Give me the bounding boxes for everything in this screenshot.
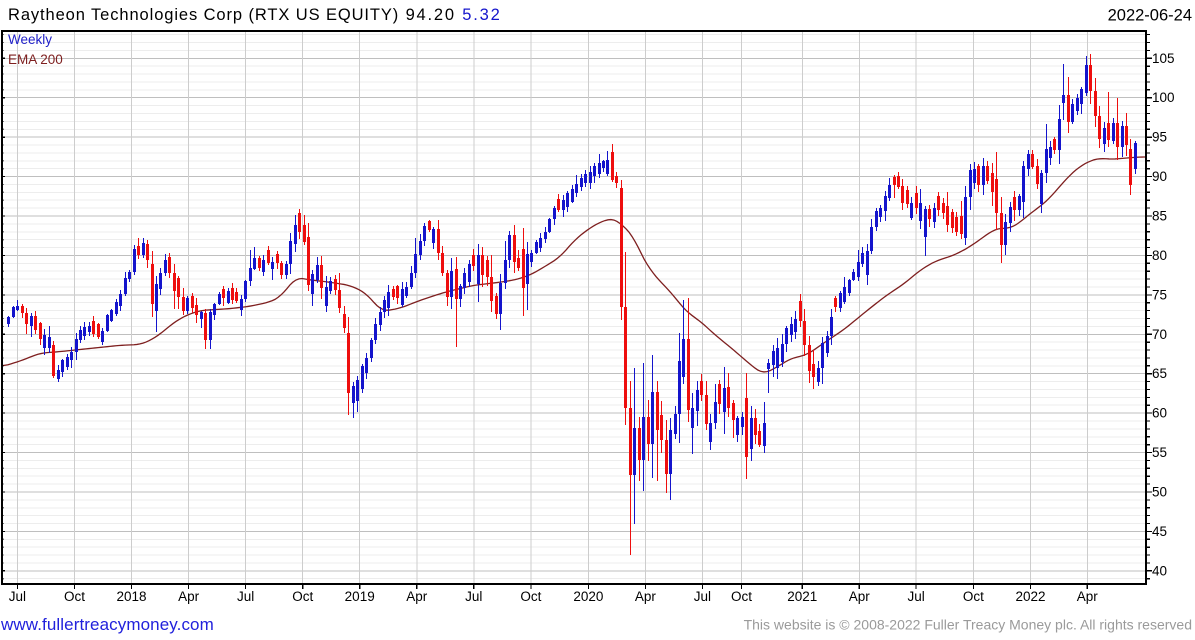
svg-text:95: 95: [1152, 130, 1167, 145]
svg-text:Oct: Oct: [731, 589, 752, 604]
svg-text:Apr: Apr: [635, 589, 657, 604]
svg-text:85: 85: [1152, 209, 1167, 224]
svg-text:75: 75: [1152, 287, 1167, 302]
svg-text:Raytheon Technologies Corp (RT: Raytheon Technologies Corp (RTX US EQUIT…: [8, 6, 502, 24]
svg-text:2018: 2018: [116, 589, 146, 604]
svg-text:50: 50: [1152, 485, 1167, 500]
svg-text:Oct: Oct: [292, 589, 313, 604]
svg-text:105: 105: [1152, 51, 1175, 66]
svg-text:80: 80: [1152, 248, 1167, 263]
svg-text:Jul: Jul: [694, 589, 711, 604]
svg-text:Jul: Jul: [237, 589, 254, 604]
svg-text:2019: 2019: [345, 589, 375, 604]
svg-text:Oct: Oct: [64, 589, 85, 604]
svg-text:Jul: Jul: [9, 589, 26, 604]
svg-text:Jul: Jul: [907, 589, 924, 604]
svg-text:2021: 2021: [787, 589, 817, 604]
svg-text:2020: 2020: [573, 589, 603, 604]
svg-text:Apr: Apr: [406, 589, 428, 604]
svg-text:100: 100: [1152, 90, 1175, 105]
svg-text:70: 70: [1152, 327, 1167, 342]
svg-text:Apr: Apr: [849, 589, 871, 604]
svg-text:Apr: Apr: [178, 589, 200, 604]
svg-text:55: 55: [1152, 445, 1167, 460]
svg-text:Apr: Apr: [1077, 589, 1099, 604]
svg-text:Weekly: Weekly: [8, 32, 52, 47]
svg-text:40: 40: [1152, 563, 1167, 578]
svg-text:90: 90: [1152, 169, 1167, 184]
svg-text:65: 65: [1152, 366, 1167, 381]
svg-text:60: 60: [1152, 406, 1167, 421]
svg-text:www.fullertreacymoney.com: www.fullertreacymoney.com: [0, 615, 214, 634]
svg-text:EMA 200: EMA 200: [8, 52, 63, 67]
svg-text:This website is © 2008-2022 Fu: This website is © 2008-2022 Fuller Treac…: [744, 617, 1192, 633]
svg-text:45: 45: [1152, 524, 1167, 539]
svg-text:Oct: Oct: [963, 589, 984, 604]
svg-text:2022: 2022: [1015, 589, 1045, 604]
svg-text:Jul: Jul: [465, 589, 482, 604]
svg-text:Oct: Oct: [520, 589, 541, 604]
svg-text:2022-06-24: 2022-06-24: [1108, 7, 1192, 25]
